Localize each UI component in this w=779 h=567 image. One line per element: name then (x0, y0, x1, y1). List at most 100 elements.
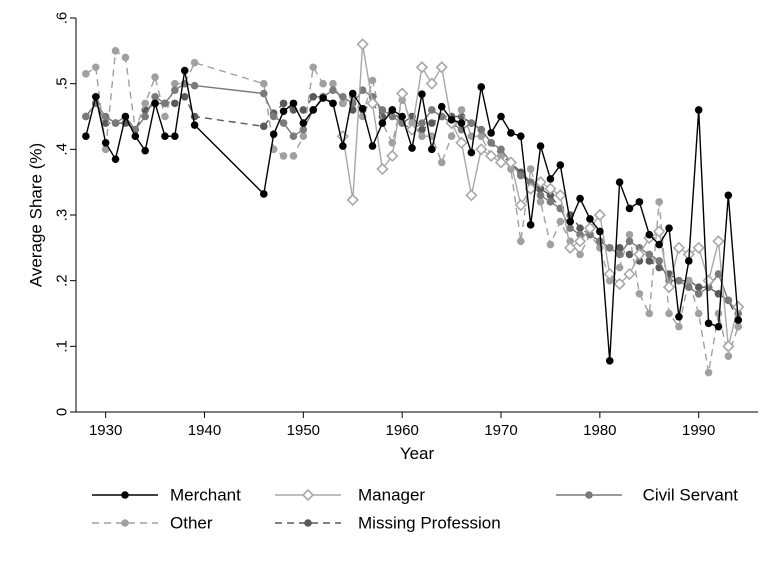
civil-servant-point (101, 112, 110, 121)
civil-servant-point (625, 237, 634, 246)
other-point (556, 217, 565, 226)
other-point (82, 70, 90, 78)
other-point (121, 53, 130, 62)
merchant-point (546, 175, 555, 183)
x-axis-title: Year (400, 444, 435, 463)
manager-point (613, 277, 626, 291)
civil-servant-point (418, 119, 426, 127)
missing-profession-point (428, 119, 436, 127)
other-point (477, 132, 486, 140)
other-point (685, 276, 693, 285)
other-point (625, 230, 634, 239)
civil-servant-point (111, 119, 120, 127)
missing-profession-point (180, 93, 189, 101)
series-merchant (82, 66, 743, 365)
civil-servant-point (526, 178, 535, 186)
manager-point (455, 136, 468, 149)
merchant-point (91, 93, 100, 101)
merchant-point (734, 316, 743, 324)
merchant-point (289, 99, 298, 108)
merchant-point (121, 112, 130, 121)
civil-servant-point (161, 99, 169, 108)
other-point (259, 79, 268, 88)
merchant-point (526, 221, 535, 229)
other-point (141, 99, 149, 108)
other-point (437, 158, 446, 167)
merchant-point (180, 66, 189, 75)
x-tick-label: 1960 (385, 422, 418, 439)
other-point (526, 165, 535, 173)
legend-swatch-marker (301, 488, 315, 502)
other-point (546, 240, 555, 249)
merchant-point (714, 322, 723, 331)
y-tick-label: .1 (54, 340, 71, 353)
merchant-point (566, 217, 575, 226)
missing-profession-point (309, 93, 318, 101)
civil-servant-point (171, 86, 179, 95)
other-point (596, 244, 604, 252)
other-point (655, 198, 663, 206)
manager-point (425, 77, 438, 90)
manager-point (623, 267, 636, 281)
manager-point (603, 267, 616, 281)
civil-servant-point (339, 93, 347, 101)
civil-servant-point (576, 230, 584, 239)
merchant-point (596, 227, 604, 236)
civil-servant-point (82, 112, 90, 121)
merchant-point (398, 112, 406, 121)
other-point (151, 73, 159, 81)
manager-point (475, 143, 488, 156)
other-point (675, 322, 683, 331)
merchant-point (279, 107, 288, 116)
merchant-point (171, 132, 179, 140)
civil-servant-point (289, 132, 298, 140)
merchant-point (378, 119, 387, 127)
merchant-point (704, 319, 713, 328)
other-point (279, 152, 288, 160)
merchant-point (329, 99, 337, 108)
other-point (101, 145, 110, 154)
other-point (171, 79, 179, 88)
merchant-point (259, 190, 268, 198)
civil-servant-point (566, 224, 575, 232)
merchant-point (319, 94, 327, 102)
missing-profession-point (299, 106, 308, 114)
merchant-point (190, 121, 199, 129)
other-point (91, 63, 100, 72)
merchant-point (82, 132, 90, 140)
civil-servant-point (497, 145, 505, 154)
legend-label: Civil Servant (643, 486, 739, 505)
civil-servant-point (645, 250, 654, 259)
merchant-point (665, 224, 673, 232)
missing-profession-point (576, 224, 584, 232)
merchant-point (299, 119, 308, 127)
missing-profession-point (645, 257, 654, 265)
civil-servant-point (546, 198, 555, 206)
merchant-point (388, 106, 397, 114)
civil-servant-point (724, 296, 733, 305)
legend-item-civil-servant: Civil Servant (556, 486, 738, 505)
merchant-point (645, 230, 654, 239)
civil-servant-point (714, 270, 723, 278)
missing-profession-point (615, 244, 624, 252)
y-tick-label: .3 (54, 209, 71, 222)
civil-servant-point (655, 257, 663, 265)
civil-servant-point (259, 89, 268, 98)
merchant-point (141, 146, 149, 155)
civil-servant-point (329, 86, 337, 95)
merchant-point (635, 198, 644, 206)
legend-item-missing-profession: Missing Profession (275, 514, 501, 533)
manager-point (633, 248, 646, 261)
legend-label: Missing Profession (358, 514, 501, 533)
merchant-point (467, 148, 476, 157)
civil-servant-point (675, 276, 683, 285)
manager-point (514, 199, 527, 212)
other-point (645, 309, 654, 318)
civil-servant-point (279, 119, 288, 127)
manager-point (583, 222, 597, 235)
other-point (714, 309, 723, 318)
merchant-point (625, 204, 634, 213)
civil-servant-point (299, 125, 308, 134)
manager-point (722, 340, 735, 353)
